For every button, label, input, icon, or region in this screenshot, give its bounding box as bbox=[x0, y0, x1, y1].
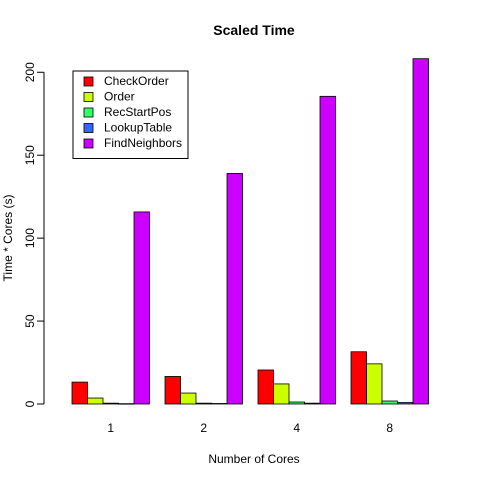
bar-lookuptable-1 bbox=[118, 403, 135, 405]
bar-checkorder-4 bbox=[257, 369, 274, 405]
bar-recstartpos-2 bbox=[195, 402, 212, 405]
bar-order-4 bbox=[273, 383, 290, 405]
legend-swatch bbox=[83, 107, 94, 118]
y-tick-label: 0 bbox=[23, 400, 37, 407]
legend-swatch bbox=[83, 76, 94, 87]
x-axis: 1 2 4 8 bbox=[107, 421, 393, 435]
y-axis: 0 50 100 150 200 bbox=[23, 62, 45, 407]
y-tick-label: 150 bbox=[23, 145, 37, 165]
bar-recstartpos-4 bbox=[288, 401, 305, 405]
y-tick-label: 100 bbox=[23, 228, 37, 248]
y-tick-label: 50 bbox=[23, 314, 37, 328]
legend-swatch bbox=[83, 123, 94, 133]
bar-findneighbors-2 bbox=[226, 173, 243, 405]
y-axis-label: Time * Cores (s) bbox=[1, 195, 15, 282]
bar-checkorder-1 bbox=[71, 381, 88, 405]
x-tick-label: 8 bbox=[386, 421, 393, 435]
bar-order-1 bbox=[87, 397, 104, 405]
legend-label: RecStartPos bbox=[104, 105, 171, 119]
y-tick-label: 200 bbox=[23, 62, 37, 82]
bar-recstartpos-1 bbox=[102, 402, 119, 405]
legend-label: LookupTable bbox=[104, 121, 172, 135]
x-tick-label: 4 bbox=[293, 421, 300, 435]
bar-recstartpos-8 bbox=[381, 400, 398, 405]
bars bbox=[71, 58, 429, 405]
bar-lookuptable-8 bbox=[397, 402, 414, 405]
bar-checkorder-8 bbox=[350, 351, 367, 405]
legend-label: FindNeighbors bbox=[104, 136, 182, 150]
bar-checkorder-2 bbox=[164, 376, 181, 405]
x-tick-label: 1 bbox=[107, 421, 114, 435]
bar-findneighbors-1 bbox=[133, 211, 150, 405]
bar-order-8 bbox=[366, 363, 383, 405]
bar-lookuptable-4 bbox=[304, 402, 321, 405]
bar-findneighbors-4 bbox=[319, 95, 336, 405]
chart-title: Scaled Time bbox=[213, 22, 295, 38]
legend-label: CheckOrder bbox=[104, 74, 169, 88]
x-tick-label: 2 bbox=[200, 421, 207, 435]
legend-label: Order bbox=[104, 90, 135, 104]
bar-order-2 bbox=[180, 392, 197, 405]
legend-swatch bbox=[83, 92, 94, 102]
x-axis-label: Number of Cores bbox=[208, 452, 299, 466]
bar-lookuptable-2 bbox=[211, 403, 228, 405]
legend-swatch bbox=[83, 138, 94, 149]
bar-findneighbors-8 bbox=[412, 58, 429, 405]
